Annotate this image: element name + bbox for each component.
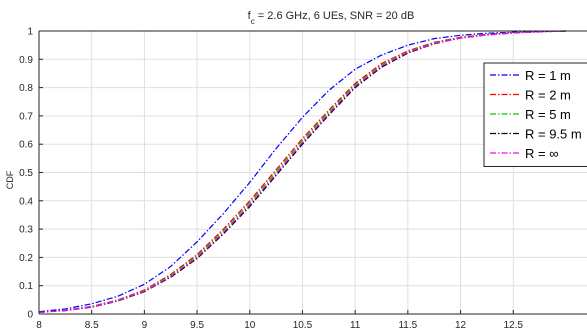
x-tick-label: 8	[36, 320, 42, 331]
y-tick-label: 0.1	[19, 281, 33, 292]
y-tick-label: 0.7	[19, 111, 33, 122]
y-tick-label: 0.5	[19, 168, 33, 179]
legend-box	[483, 62, 587, 167]
y-tick-label: 0.4	[19, 196, 33, 207]
x-tick-label: 12	[455, 320, 467, 331]
legend-entry-label: R = 9.5 m	[525, 127, 582, 142]
series-line-5	[38, 30, 566, 313]
y-tick-label: 0	[27, 310, 33, 321]
y-tick-label: 0.8	[19, 83, 33, 94]
y-tick-label: 0.9	[19, 55, 33, 66]
x-tick-label: 9	[142, 320, 148, 331]
x-tick-label: 10	[244, 320, 256, 331]
legend-entry-label: R = 2 m	[525, 88, 571, 103]
chart-title: fc = 2.6 GHz, 6 UEs, SNR = 20 dB	[248, 10, 415, 26]
legend-entry-label: R = 1 m	[525, 68, 571, 83]
legend-entry-label: R = 5 m	[525, 107, 571, 122]
series-lines	[38, 30, 566, 313]
series-line-1	[38, 30, 566, 313]
y-tick-label: 0.3	[19, 225, 33, 236]
x-tick-label: 11	[350, 320, 361, 331]
x-tick-label: 12.5	[503, 320, 523, 331]
x-tick-label: 9.5	[190, 320, 204, 331]
y-tick-label: 1	[27, 27, 33, 38]
x-tick-label: 11.5	[398, 320, 417, 331]
x-tick-label: 8.5	[85, 320, 99, 331]
y-tick-label: 0.6	[19, 140, 33, 151]
legend-entry-label: R = ∞	[525, 146, 558, 161]
y-axis-label: CDF	[5, 170, 15, 189]
y-tick-label: 0.2	[19, 253, 33, 264]
x-tick-label: 10.5	[293, 320, 313, 331]
axes: 8 8.5 9 9.5 10 10.5 11 11.5 12 12.500.10.20.30.40…	[19, 27, 587, 331]
legend: R = 1 m R = 2 m R = 5 m R = 9.5 m R = ∞	[483, 62, 587, 167]
